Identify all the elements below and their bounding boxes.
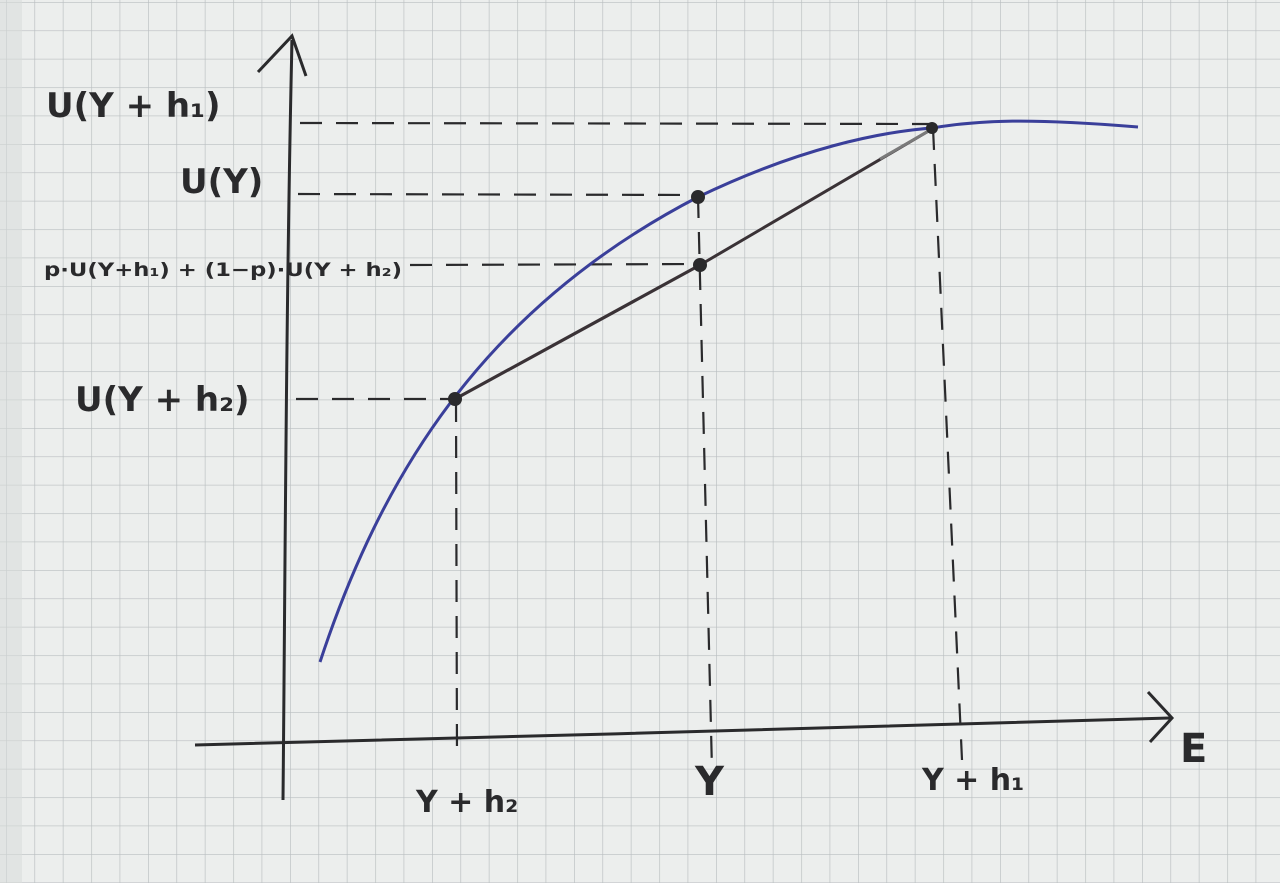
label-x-y-plus-h2: Y + h₂ [415, 785, 518, 820]
chord-segment-end [879, 127, 933, 161]
dash-v-y-plus-h2 [454, 399, 459, 761]
dash-v-y [696, 195, 714, 771]
label-x-y: Y [694, 759, 725, 805]
dash-h-expected-utility [409, 262, 700, 267]
point-expected-utility [693, 258, 707, 272]
x-axis-arrowhead [1146, 690, 1175, 744]
x-axis [194, 716, 1171, 747]
y-axis [281, 39, 294, 801]
dash-h-u-y [297, 192, 698, 197]
label-x-axis-e: E [1180, 726, 1207, 772]
label-u-y-plus-h1: U(Y + h₁) [46, 86, 221, 126]
y-axis-arrowhead [256, 33, 308, 77]
label-x-y-plus-h1: Y + h₁ [921, 763, 1024, 798]
chord-segment-left [454, 263, 701, 401]
label-u-y-plus-h2: U(Y + h₂) [75, 380, 250, 420]
label-u-y: U(Y) [180, 162, 263, 202]
point-u-y [691, 190, 705, 204]
utility-curve [318, 119, 1139, 663]
page-margin-shadow [0, 0, 22, 883]
label-expected-utility: p·U(Y+h₁) + (1−p)·U(Y + h₂) [44, 259, 402, 281]
axes [194, 33, 1175, 801]
point-u-y-plus-h1 [926, 122, 938, 134]
projection-lines [296, 121, 964, 771]
point-u-y-plus-h2 [448, 392, 462, 406]
